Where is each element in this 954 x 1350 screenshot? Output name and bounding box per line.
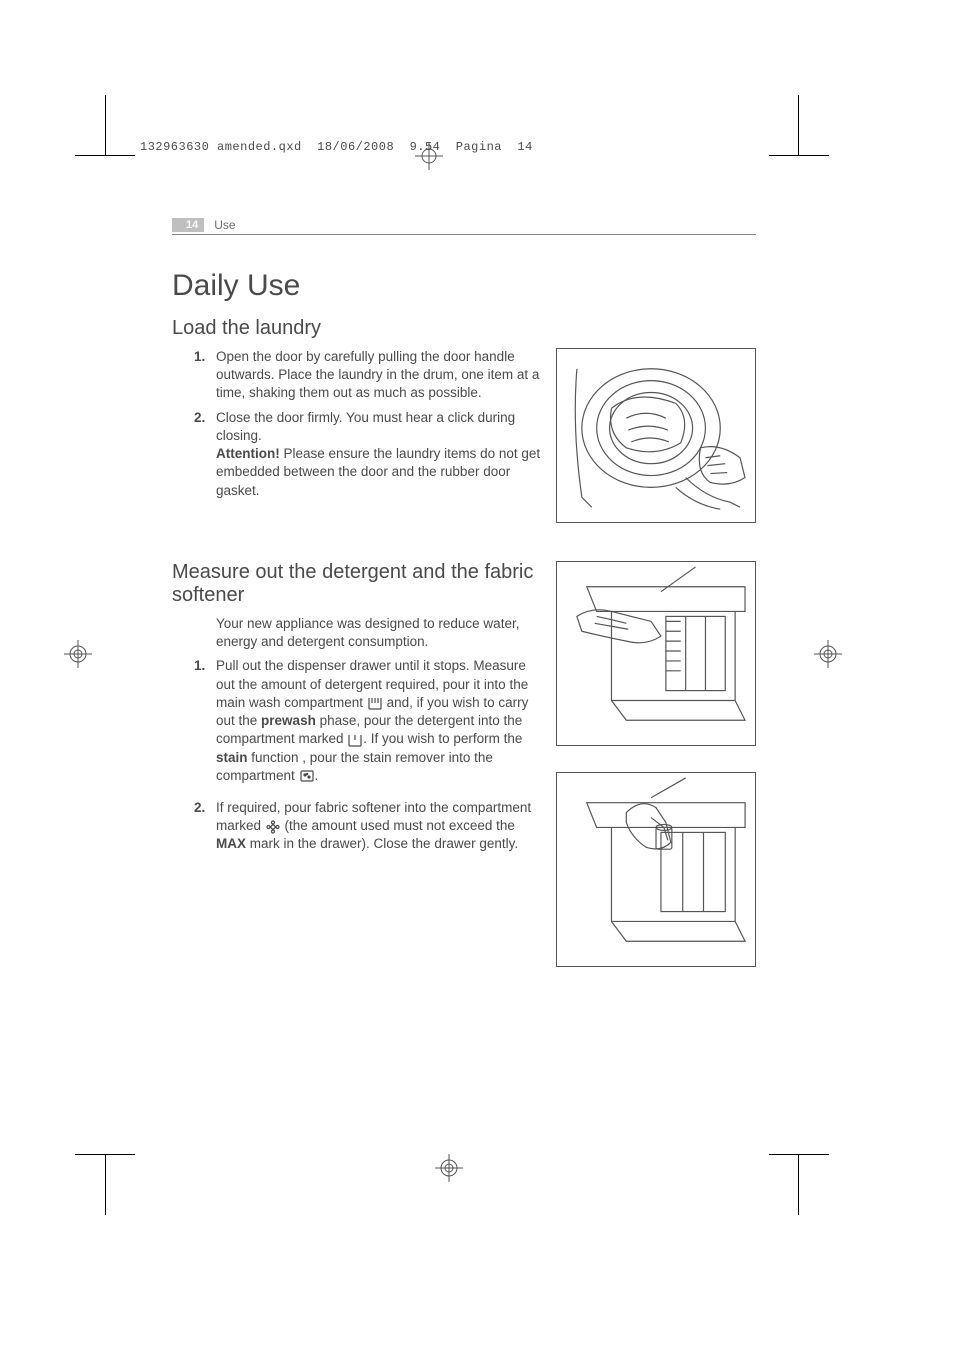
list-item: 1. Open the door by carefully pulling th… bbox=[216, 348, 546, 403]
bold-term: stain bbox=[216, 750, 248, 765]
filename: 132963630 amended.qxd bbox=[140, 140, 302, 154]
step-number: 2. bbox=[194, 799, 205, 817]
registration-mark-icon bbox=[814, 640, 842, 668]
crop-mark bbox=[798, 1155, 799, 1215]
step-number: 2. bbox=[194, 409, 205, 427]
stain-icon bbox=[299, 769, 315, 783]
section1-heading: Load the laundry bbox=[172, 317, 756, 340]
softener-icon bbox=[265, 820, 281, 834]
detergent-drawer-illustration bbox=[556, 561, 756, 746]
section2-heading: Measure out the detergent and the fabric… bbox=[172, 561, 546, 607]
section2-intro: Your new appliance was designed to reduc… bbox=[216, 615, 546, 651]
file-date: 18/06/2008 bbox=[317, 140, 394, 154]
bold-term: prewash bbox=[261, 713, 316, 728]
attention-label: Attention! bbox=[216, 446, 280, 461]
prewash-icon bbox=[347, 733, 363, 747]
step-number: 1. bbox=[194, 657, 205, 675]
registration-mark-icon bbox=[435, 1154, 463, 1182]
step-number: 1. bbox=[194, 348, 205, 366]
page-title: Daily Use bbox=[172, 269, 756, 303]
section2-row: Measure out the detergent and the fabric… bbox=[172, 561, 756, 967]
crop-mark bbox=[769, 155, 829, 156]
page-content: 14 Use Daily Use Load the laundry 1. Ope… bbox=[172, 218, 756, 1005]
page-label: Pagina bbox=[456, 140, 502, 154]
step-text-fragment: . If you wish to perform the bbox=[363, 731, 522, 746]
crop-mark bbox=[75, 1154, 135, 1155]
section2-illustrations bbox=[556, 561, 756, 967]
bold-term: MAX bbox=[216, 836, 246, 851]
crop-mark bbox=[75, 155, 135, 156]
step-text: Open the door by carefully pulling the d… bbox=[216, 349, 539, 400]
section1-text: 1. Open the door by carefully pulling th… bbox=[172, 348, 546, 523]
step-text-fragment: . bbox=[315, 768, 319, 783]
main-wash-icon bbox=[367, 696, 383, 710]
crop-mark bbox=[798, 95, 799, 155]
laundry-load-illustration bbox=[556, 348, 756, 523]
step-text-fragment: function , pour the stain remover into t… bbox=[216, 750, 493, 783]
crop-mark bbox=[769, 1154, 829, 1155]
step-text: Close the door firmly. You must hear a c… bbox=[216, 410, 515, 443]
list-item: 2. If required, pour fabric softener int… bbox=[216, 799, 546, 854]
prepress-header: 132963630 amended.qxd 18/06/2008 9.54 Pa… bbox=[140, 140, 533, 154]
list-item: 1. Pull out the dispenser drawer until i… bbox=[216, 657, 546, 785]
page-value: 14 bbox=[517, 140, 532, 154]
page-number-badge: 14 bbox=[172, 218, 204, 232]
step-text-fragment: (the amount used must not exceed the bbox=[281, 818, 515, 833]
section1-row: 1. Open the door by carefully pulling th… bbox=[172, 348, 756, 523]
list-item: 2. Close the door firmly. You must hear … bbox=[216, 409, 546, 500]
file-time: 9.54 bbox=[410, 140, 441, 154]
crop-mark bbox=[105, 1155, 106, 1215]
running-head: 14 Use bbox=[172, 218, 756, 235]
section-label: Use bbox=[214, 218, 235, 232]
step-text-fragment: mark in the drawer). Close the drawer ge… bbox=[246, 836, 518, 851]
crop-mark bbox=[105, 95, 106, 155]
section2-text: Measure out the detergent and the fabric… bbox=[172, 561, 546, 967]
registration-mark-icon bbox=[64, 640, 92, 668]
softener-pour-illustration bbox=[556, 772, 756, 967]
